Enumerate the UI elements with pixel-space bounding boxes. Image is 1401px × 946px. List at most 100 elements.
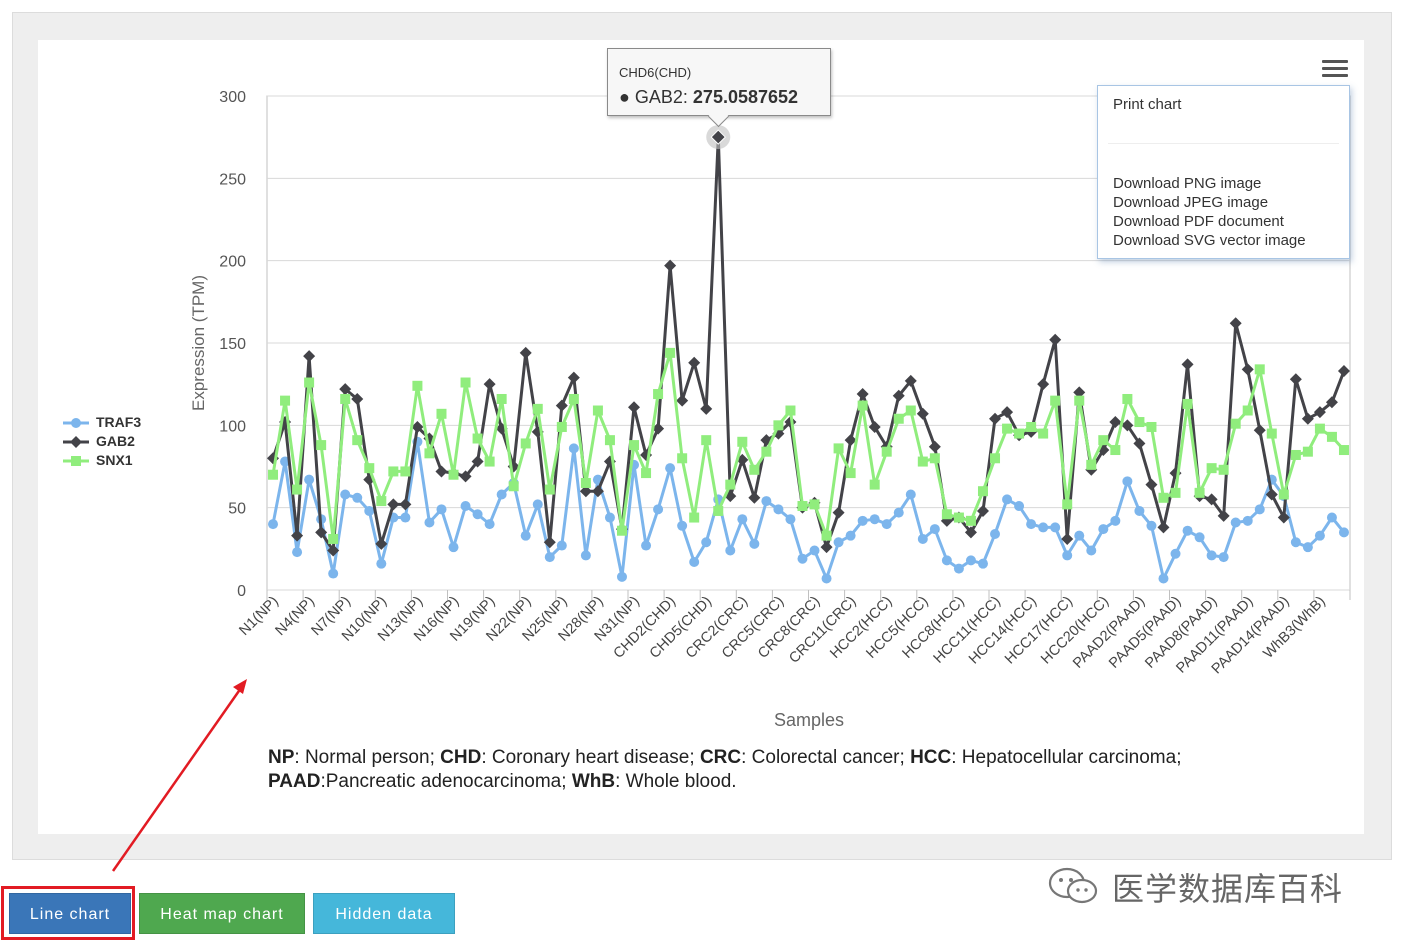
data-point: [1302, 542, 1313, 553]
data-point: [1073, 386, 1086, 399]
abbr-np-text: : Normal person;: [294, 747, 441, 768]
data-point: [977, 486, 988, 497]
data-point: [484, 519, 495, 530]
data-point: [761, 446, 772, 457]
data-point: [471, 455, 484, 468]
watermark-text: 医学数据库百科: [1112, 871, 1344, 907]
abbr-crc: CRC: [699, 747, 742, 768]
data-point: [292, 484, 303, 495]
data-point: [1254, 504, 1265, 515]
abbr-hcc: HCC: [910, 747, 952, 768]
export-menu: Print chart Download PNG image Download …: [1097, 85, 1350, 259]
menu-item-download-jpeg[interactable]: Download JPEG image: [1113, 194, 1269, 211]
data-point: [376, 496, 387, 507]
series-snx1: [268, 347, 1349, 544]
data-point: [304, 474, 315, 485]
data-point: [280, 395, 291, 406]
data-point: [1265, 488, 1278, 501]
data-point: [1194, 532, 1205, 543]
data-point: [941, 555, 952, 566]
data-point: [917, 533, 928, 544]
data-point: [641, 540, 652, 551]
annotation-highlight-box: [1, 886, 135, 940]
data-point: [653, 389, 664, 400]
data-point: [580, 550, 591, 561]
data-point: [616, 571, 627, 582]
hamburger-menu-icon[interactable]: [1322, 60, 1348, 82]
data-point: [1229, 317, 1242, 330]
data-point: [459, 470, 472, 483]
data-point: [773, 504, 784, 515]
data-point: [1253, 424, 1266, 437]
data-point: [761, 496, 772, 507]
data-point: [436, 408, 447, 419]
data-point: [676, 394, 689, 407]
data-point: [328, 533, 339, 544]
data-point: [291, 529, 304, 542]
data-point: [1157, 521, 1170, 534]
data-point: [749, 464, 760, 475]
data-point: [689, 512, 700, 523]
y-tick-label: 50: [228, 501, 246, 518]
data-point: [579, 485, 592, 498]
data-point: [292, 547, 303, 558]
data-point: [1302, 446, 1313, 457]
data-point: [1326, 431, 1337, 442]
data-point: [833, 443, 844, 454]
data-point: [737, 514, 748, 525]
data-point: [591, 485, 604, 498]
data-point: [1170, 548, 1181, 559]
data-point: [1062, 550, 1073, 561]
abbr-paad-text: :Pancreatic adenocarcinoma;: [320, 771, 572, 792]
data-point: [1266, 428, 1277, 439]
data-point: [869, 479, 880, 490]
data-point: [1014, 428, 1025, 439]
data-point: [1145, 478, 1158, 491]
data-point: [304, 377, 315, 388]
legend-symbol: [63, 418, 89, 428]
data-point: [1109, 416, 1122, 429]
data-point: [1002, 494, 1013, 505]
menu-item-print-chart[interactable]: Print chart: [1113, 96, 1182, 113]
data-point: [604, 435, 615, 446]
data-point: [519, 346, 532, 359]
data-point: [1002, 423, 1013, 434]
data-point: [352, 492, 363, 503]
data-point: [1122, 393, 1133, 404]
footnote-line-1: NP: Normal person; CHD: Coronary heart d…: [268, 746, 1288, 770]
heat-map-chart-button[interactable]: Heat map chart: [139, 893, 305, 934]
data-point: [1206, 550, 1217, 561]
x-tick-label: N1(NP): [236, 594, 281, 639]
data-point: [339, 383, 352, 396]
data-point: [665, 347, 676, 358]
data-point: [1146, 520, 1157, 531]
data-point: [990, 529, 1001, 540]
menu-item-download-pdf[interactable]: Download PDF document: [1113, 213, 1284, 230]
data-point: [845, 468, 856, 479]
data-point: [797, 501, 808, 512]
data-point: [484, 456, 495, 467]
line-chart-button[interactable]: Line chart: [9, 893, 131, 934]
menu-item-download-svg[interactable]: Download SVG vector image: [1113, 232, 1306, 249]
data-point: [809, 499, 820, 510]
data-point: [928, 440, 941, 453]
data-point: [1146, 421, 1157, 432]
tooltip-value-line: ● GAB2: 275.0587652: [619, 87, 799, 107]
data-point: [1181, 358, 1194, 371]
data-point: [303, 350, 316, 363]
data-point: [893, 507, 904, 518]
data-point: [1134, 505, 1145, 516]
series-traf3: [268, 436, 1349, 584]
data-point: [1170, 487, 1181, 498]
data-point: [411, 420, 424, 433]
data-point: [1158, 492, 1169, 503]
data-point: [592, 405, 603, 416]
menu-item-download-png[interactable]: Download PNG image: [1113, 175, 1262, 192]
data-point: [532, 499, 543, 510]
data-point: [1121, 419, 1134, 432]
data-point: [1074, 395, 1085, 406]
data-point: [964, 526, 977, 539]
hidden-data-button[interactable]: Hidden data: [313, 893, 455, 934]
data-point: [1230, 517, 1241, 528]
data-point: [664, 259, 677, 272]
